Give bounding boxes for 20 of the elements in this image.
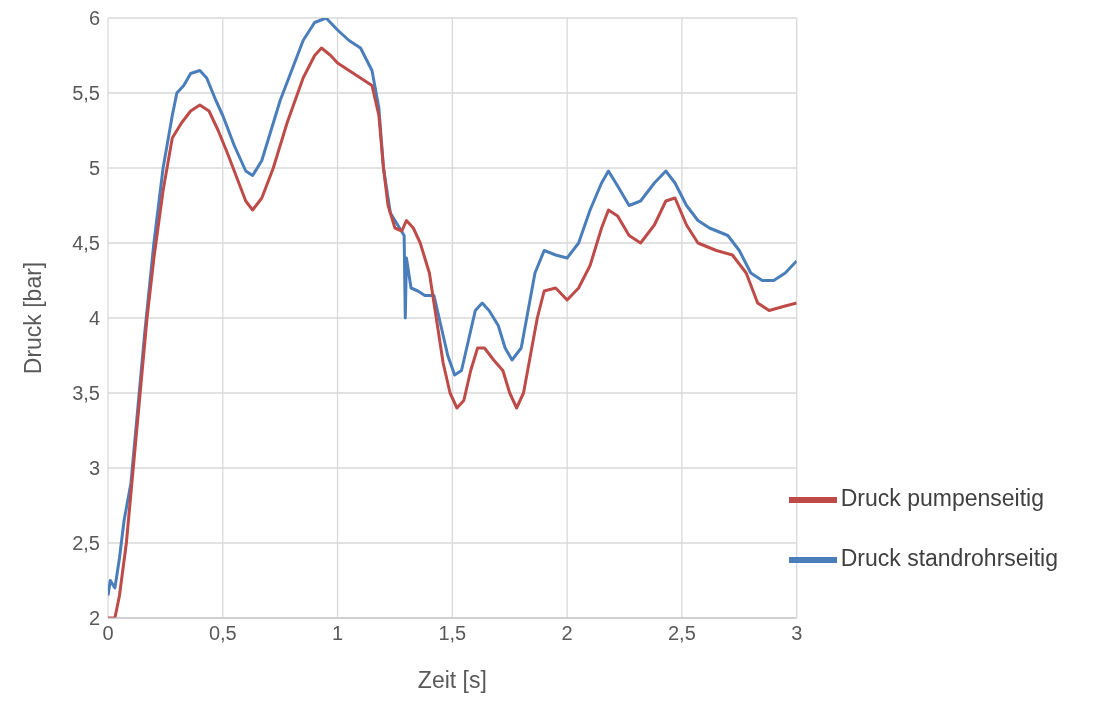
y-axis-title: Druck [bar] <box>20 261 47 375</box>
legend-label: Druck pumpenseitig <box>840 485 1044 511</box>
x-tick-label: 0,5 <box>208 622 237 645</box>
y-tick-label: 3,5 <box>72 382 100 405</box>
x-tick-label: 2 <box>561 622 573 645</box>
x-tick-label: 1,5 <box>438 622 467 645</box>
y-tick-label: 4 <box>88 307 100 330</box>
y-tick-label: 5 <box>88 157 100 180</box>
y-tick-label: 4,5 <box>72 232 100 255</box>
y-tick-label: 2 <box>88 607 100 630</box>
y-tick-label: 3 <box>88 457 100 480</box>
x-axis-title: Zeit [s] <box>417 667 487 693</box>
y-tick-label: 2,5 <box>72 532 100 555</box>
x-tick-label: 2,5 <box>668 622 696 645</box>
x-tick-label: 3 <box>791 622 803 645</box>
y-tick-label: 6 <box>88 7 100 30</box>
legend-label: Druck standrohrseitig <box>840 545 1058 571</box>
x-tick-label: 1 <box>332 622 344 645</box>
y-tick-label: 5,5 <box>72 82 100 105</box>
x-tick-label: 0 <box>102 622 114 645</box>
